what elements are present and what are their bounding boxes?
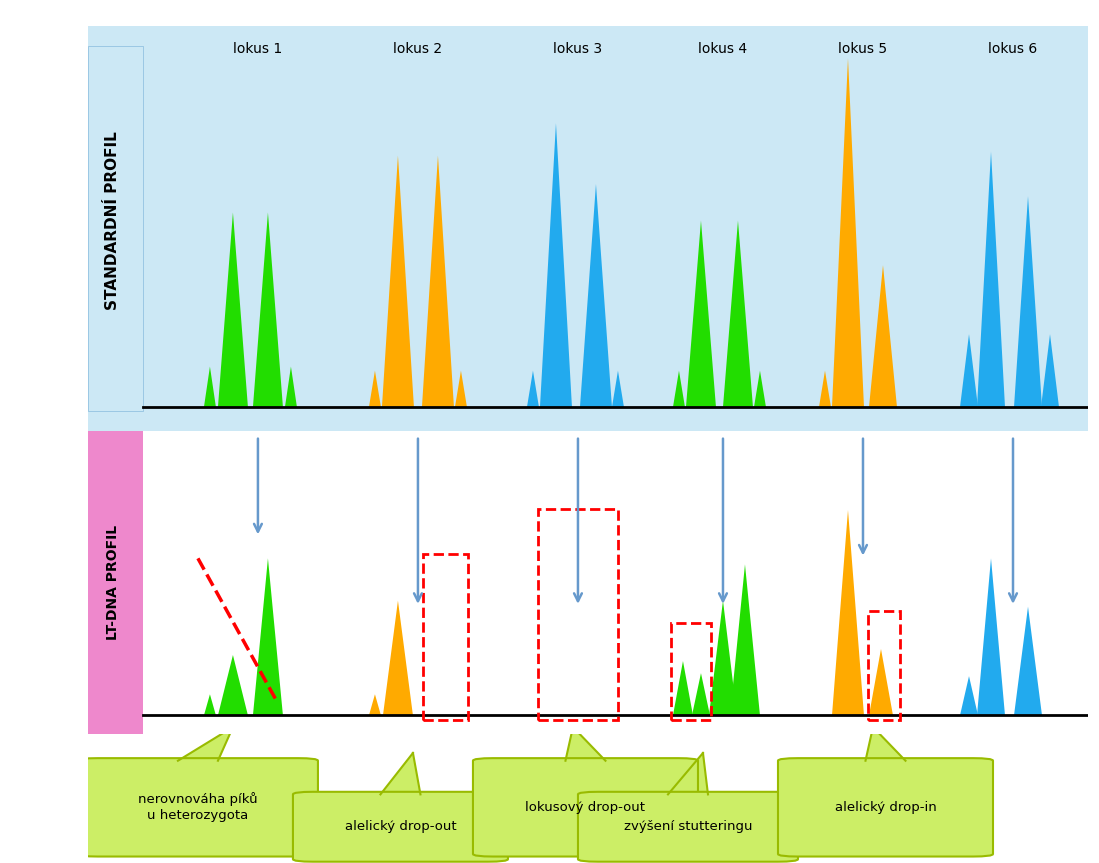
Polygon shape xyxy=(1014,196,1042,407)
Polygon shape xyxy=(380,753,421,794)
Polygon shape xyxy=(178,727,233,761)
Polygon shape xyxy=(673,661,693,715)
Polygon shape xyxy=(369,694,381,715)
Text: lokus 4: lokus 4 xyxy=(699,42,747,56)
Text: nerovnováha píků
u heterozygota: nerovnováha píků u heterozygota xyxy=(138,792,258,822)
Polygon shape xyxy=(566,727,606,761)
Polygon shape xyxy=(204,367,215,407)
Polygon shape xyxy=(455,371,467,407)
Polygon shape xyxy=(285,367,297,407)
FancyBboxPatch shape xyxy=(578,792,798,861)
Polygon shape xyxy=(422,155,454,407)
Polygon shape xyxy=(218,655,248,715)
Polygon shape xyxy=(1041,334,1059,407)
Polygon shape xyxy=(218,212,248,407)
Polygon shape xyxy=(612,371,624,407)
Text: LT-DNA PROFIL: LT-DNA PROFIL xyxy=(106,525,120,640)
Polygon shape xyxy=(977,558,1004,715)
Text: lokus 3: lokus 3 xyxy=(554,42,602,56)
Polygon shape xyxy=(1014,607,1042,715)
Polygon shape xyxy=(382,155,414,407)
Polygon shape xyxy=(204,694,215,715)
Text: alelický drop-in: alelický drop-in xyxy=(834,801,936,814)
Polygon shape xyxy=(819,371,831,407)
Polygon shape xyxy=(869,265,897,407)
FancyBboxPatch shape xyxy=(88,46,143,412)
Polygon shape xyxy=(730,564,761,715)
Text: alelický drop-out: alelický drop-out xyxy=(345,820,456,834)
Polygon shape xyxy=(673,371,685,407)
Polygon shape xyxy=(692,673,710,715)
Text: lokus 2: lokus 2 xyxy=(393,42,443,56)
Polygon shape xyxy=(686,221,715,407)
Polygon shape xyxy=(253,558,282,715)
Polygon shape xyxy=(866,727,906,761)
Text: STANDARDNÍ PROFIL: STANDARDNÍ PROFIL xyxy=(106,131,121,310)
Polygon shape xyxy=(961,334,978,407)
Polygon shape xyxy=(709,601,737,715)
Polygon shape xyxy=(540,123,571,407)
Polygon shape xyxy=(369,371,381,407)
Text: zvýšení stutteringu: zvýšení stutteringu xyxy=(624,820,752,834)
Polygon shape xyxy=(526,371,539,407)
Polygon shape xyxy=(754,371,766,407)
Polygon shape xyxy=(961,677,978,715)
Polygon shape xyxy=(580,184,612,407)
FancyBboxPatch shape xyxy=(88,26,1088,431)
Polygon shape xyxy=(723,221,753,407)
Polygon shape xyxy=(832,59,864,407)
Text: lokusový drop-out: lokusový drop-out xyxy=(525,801,645,814)
Polygon shape xyxy=(869,649,893,715)
Text: lokus 6: lokus 6 xyxy=(988,42,1037,56)
Polygon shape xyxy=(382,601,413,715)
Text: lokus 1: lokus 1 xyxy=(233,42,282,56)
FancyBboxPatch shape xyxy=(88,432,1088,734)
FancyBboxPatch shape xyxy=(88,432,143,734)
Polygon shape xyxy=(253,212,282,407)
Text: lokus 5: lokus 5 xyxy=(839,42,888,56)
Polygon shape xyxy=(977,152,1004,407)
FancyBboxPatch shape xyxy=(473,759,698,856)
FancyBboxPatch shape xyxy=(778,759,993,856)
FancyBboxPatch shape xyxy=(78,759,318,856)
FancyBboxPatch shape xyxy=(293,792,508,861)
Polygon shape xyxy=(832,510,864,715)
Polygon shape xyxy=(668,753,708,794)
